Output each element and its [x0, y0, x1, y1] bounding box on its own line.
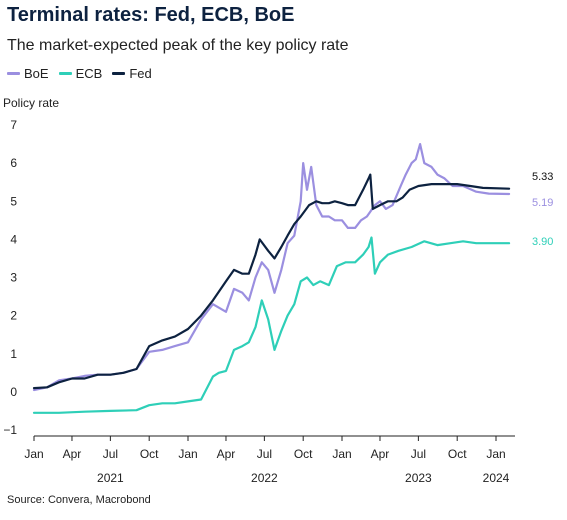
legend-item-boe: BoE: [7, 66, 49, 81]
x-tick-label: Jul: [257, 447, 272, 461]
end-label-fed: 5.33: [532, 171, 553, 183]
x-tick-label: Jan: [24, 447, 43, 461]
x-tick-label: Jan: [486, 447, 505, 461]
series-line-ecb: [32, 236, 511, 414]
series-line-fed: [32, 173, 511, 390]
legend-item-ecb: ECB: [58, 66, 103, 81]
source-note: Source: Convera, Macrobond: [7, 494, 151, 506]
legend-label-boe: BoE: [24, 66, 49, 81]
y-tick-label: 6: [10, 156, 17, 170]
x-year-label: 2023: [405, 471, 432, 485]
x-tick-label: Oct: [140, 447, 159, 461]
x-tick-label: Jan: [178, 447, 197, 461]
x-tick-label: Jan: [332, 447, 351, 461]
x-tick-label: Oct: [448, 447, 467, 461]
x-tick-label: Oct: [294, 447, 313, 461]
y-tick-label: 7: [10, 118, 17, 132]
legend-label-fed: Fed: [129, 66, 152, 81]
y-tick-label: 3: [10, 271, 17, 285]
x-year-label: 2022: [251, 471, 278, 485]
y-tick-label: 0: [10, 385, 17, 399]
chart-subtitle: The market-expected peak of the key poli…: [7, 37, 349, 54]
legend-swatch-ecb: [58, 72, 72, 75]
x-tick-label: Apr: [217, 447, 236, 461]
y-axis-label: Policy rate: [3, 96, 59, 110]
x-tick-label: Apr: [63, 447, 82, 461]
y-tick-label: 5: [10, 194, 17, 208]
x-year-label: 2021: [97, 471, 124, 485]
x-year-label: 2024: [483, 471, 510, 485]
y-tick-label: −1: [3, 423, 17, 437]
legend-swatch-boe: [7, 72, 20, 75]
legend-swatch-fed: [112, 72, 126, 75]
x-tick-label: Apr: [371, 447, 390, 461]
x-tick-label: Jul: [103, 447, 118, 461]
legend: BoE ECB Fed: [7, 66, 162, 81]
legend-label-ecb: ECB: [75, 66, 103, 81]
legend-item-fed: Fed: [112, 66, 152, 81]
y-tick-label: 4: [10, 232, 17, 246]
y-tick-label: 2: [10, 309, 17, 323]
y-tick-label: 1: [10, 347, 17, 361]
x-tick-label: Jul: [411, 447, 426, 461]
end-label-ecb: 3.90: [532, 236, 553, 248]
chart-title: Terminal rates: Fed, ECB, BoE: [7, 4, 295, 26]
end-label-boe: 5.19: [532, 197, 553, 209]
series-line-boe: [32, 143, 511, 392]
